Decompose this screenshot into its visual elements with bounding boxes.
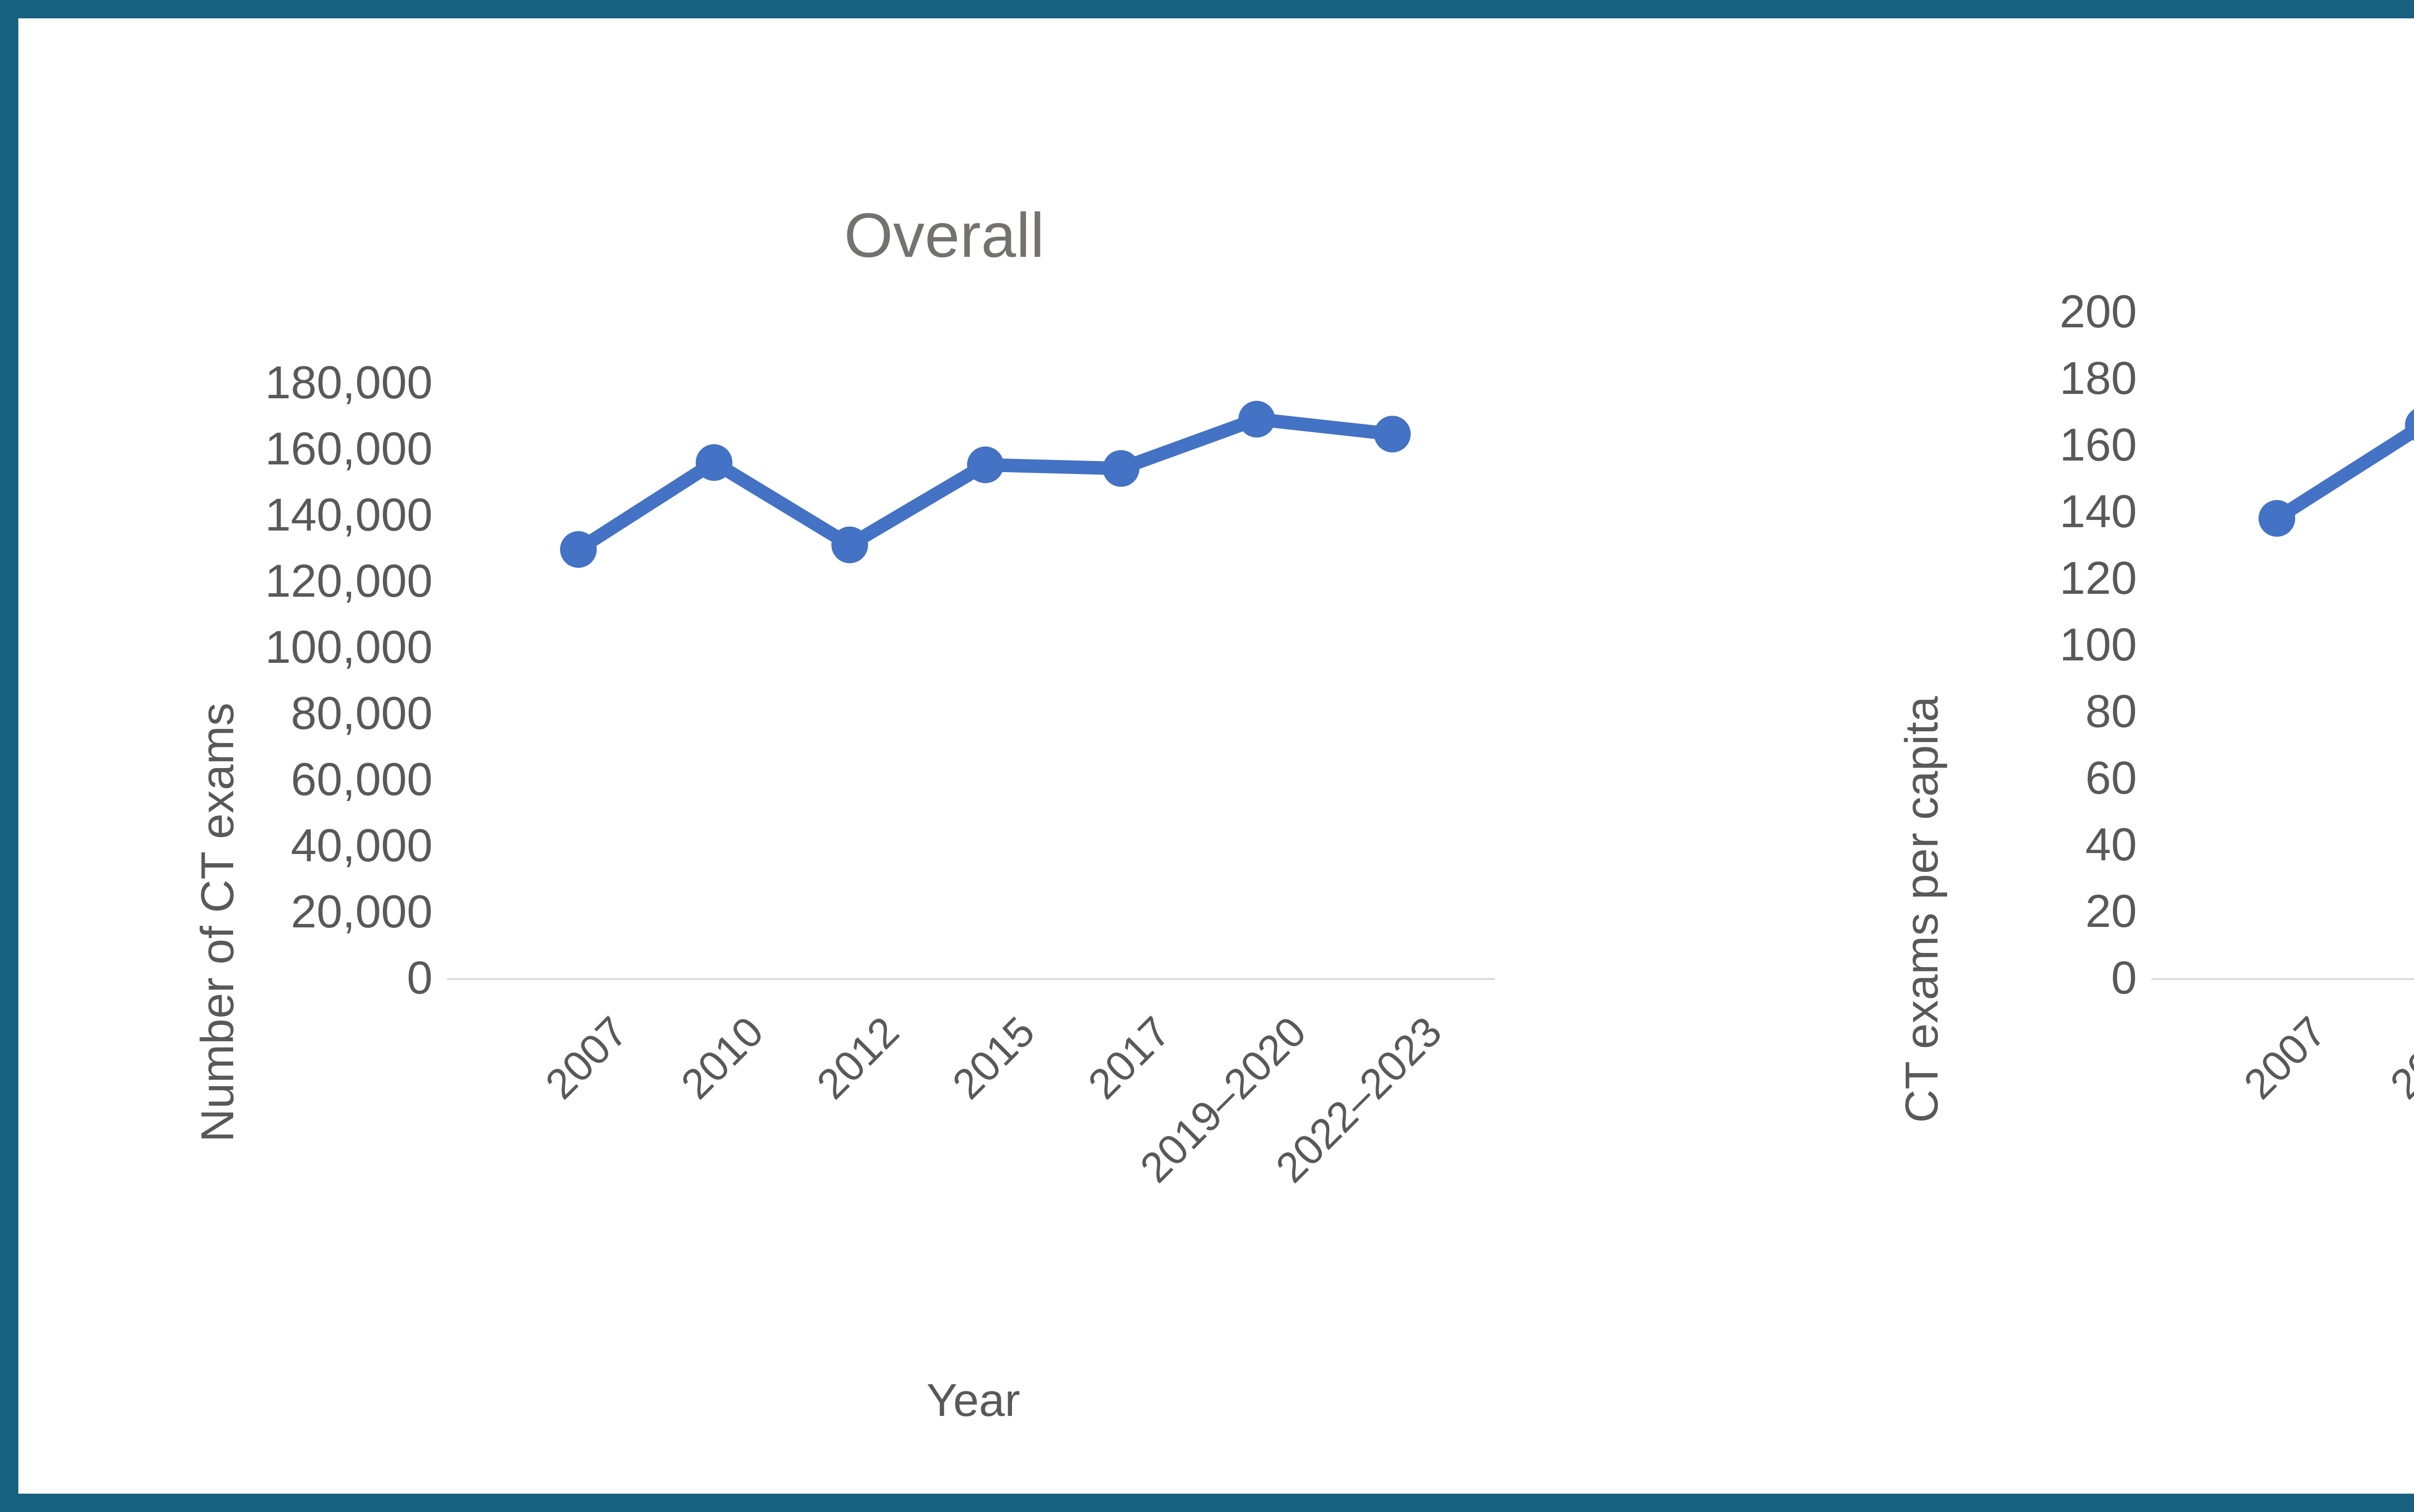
data-point-marker xyxy=(560,531,597,568)
y-tick-label: 20,000 xyxy=(291,886,433,938)
chart-panel-per-capita: Per capita CT exams per capita 020406080… xyxy=(1852,37,2414,1512)
data-point-marker xyxy=(967,446,1004,483)
plot-area-overall xyxy=(447,37,1495,1512)
chart-panels: Overall Number of CT exams 0 20,000 40,000… xyxy=(37,37,2414,1512)
chart-panel-overall: Overall Number of CT exams 0 20,000 40,000… xyxy=(37,37,1852,1512)
chart-title-overall: Overall xyxy=(844,200,1045,270)
y-tick-label: 60 xyxy=(2085,752,2137,804)
y-tick-label: 80 xyxy=(2085,686,2137,737)
y-tick-label: 140 xyxy=(2059,486,2137,537)
x-tick-label: 2007 xyxy=(536,1007,637,1108)
y-tick-label: 120,000 xyxy=(265,555,433,607)
y-tick-label: 0 xyxy=(2111,952,2137,1004)
x-tick-label: 2010 xyxy=(672,1007,772,1108)
x-axis-title-overall: Year xyxy=(926,1374,1020,1426)
y-tick-label: 200 xyxy=(2059,286,2137,337)
x-tick-label: 2017 xyxy=(1079,1007,1179,1108)
data-point-marker xyxy=(1374,416,1411,453)
y-tick-label: 180,000 xyxy=(265,357,433,408)
y-tick-label: 20 xyxy=(2085,885,2137,937)
x-tick-label: 2012 xyxy=(807,1007,908,1108)
y-tick-label: 40 xyxy=(2085,819,2137,870)
data-point-marker xyxy=(696,444,732,481)
y-tick-label: 160 xyxy=(2059,419,2137,471)
y-axis-tick-labels-per-capita: 0 20 40 60 80 100 120 140 160 180 200 xyxy=(1852,37,2137,1512)
x-axis-tick-labels-overall: 2007 2010 2012 2015 2017 2019–2020 2022–2023 xyxy=(37,37,1852,1512)
y-tick-label: 40,000 xyxy=(291,820,433,871)
y-tick-label: 100,000 xyxy=(265,621,433,673)
data-point-marker xyxy=(831,526,868,563)
x-tick-label: 2007 xyxy=(2234,1007,2335,1108)
y-tick-label: 120 xyxy=(2059,552,2137,604)
y-tick-label: 180 xyxy=(2059,352,2137,404)
x-axis-line-per-capita xyxy=(2151,978,2414,980)
y-tick-label: 0 xyxy=(407,952,433,1004)
data-point-marker xyxy=(2405,409,2414,441)
line-series-per-capita xyxy=(2259,409,2414,537)
data-point-marker xyxy=(1238,401,1275,438)
plot-area-per-capita xyxy=(2151,37,2414,1512)
y-tick-label: 80,000 xyxy=(291,687,433,739)
y-axis-tick-labels-overall: 0 20,000 40,000 60,000 80,000 100,000 120,000 1… xyxy=(37,37,433,1512)
data-point-marker xyxy=(2259,500,2295,537)
x-axis-line-overall xyxy=(447,978,1495,980)
x-tick-label: 2010 xyxy=(2381,1007,2414,1108)
x-tick-label: 2015 xyxy=(943,1007,1044,1108)
y-tick-label: 60,000 xyxy=(291,754,433,805)
line-series-overall xyxy=(560,401,1411,568)
y-tick-label: 100 xyxy=(2059,619,2137,671)
y-tick-label: 140,000 xyxy=(265,489,433,541)
y-tick-label: 160,000 xyxy=(265,423,433,475)
data-point-marker xyxy=(1103,450,1139,487)
